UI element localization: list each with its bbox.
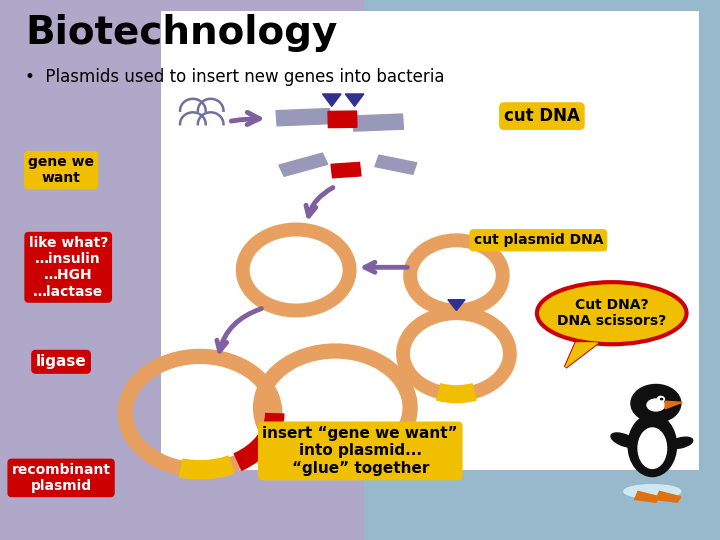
- Circle shape: [660, 397, 663, 401]
- Polygon shape: [328, 111, 357, 127]
- Bar: [8, 0, 364, 540]
- Polygon shape: [375, 155, 417, 174]
- Ellipse shape: [537, 282, 686, 345]
- Polygon shape: [323, 94, 341, 106]
- Polygon shape: [346, 94, 364, 106]
- Text: recombinant
plasmid: recombinant plasmid: [12, 463, 111, 493]
- Polygon shape: [279, 153, 328, 176]
- Polygon shape: [656, 491, 681, 502]
- Text: Cut DNA?
DNA scissors?: Cut DNA? DNA scissors?: [557, 298, 666, 328]
- Circle shape: [657, 396, 665, 402]
- Text: cut plasmid DNA: cut plasmid DNA: [474, 233, 603, 247]
- Ellipse shape: [611, 433, 636, 447]
- Ellipse shape: [647, 399, 665, 411]
- Text: gene we
want: gene we want: [28, 155, 94, 185]
- Ellipse shape: [669, 437, 693, 448]
- Polygon shape: [565, 343, 598, 367]
- Text: insert “gene we want”
into plasmid...
“glue” together: insert “gene we want” into plasmid... “g…: [263, 426, 458, 476]
- Polygon shape: [634, 491, 660, 502]
- Polygon shape: [665, 401, 683, 409]
- Text: like what?
…insulin
…HGH
…lactase: like what? …insulin …HGH …lactase: [29, 236, 108, 299]
- Ellipse shape: [628, 415, 677, 477]
- Ellipse shape: [624, 485, 681, 498]
- Text: ligase: ligase: [36, 354, 86, 369]
- Bar: [364, 0, 720, 540]
- Circle shape: [631, 384, 681, 422]
- FancyBboxPatch shape: [161, 11, 698, 470]
- Ellipse shape: [638, 428, 667, 468]
- Text: cut DNA: cut DNA: [504, 107, 580, 125]
- Polygon shape: [331, 163, 361, 178]
- Text: •  Plasmids used to insert new genes into bacteria: • Plasmids used to insert new genes into…: [25, 68, 445, 85]
- Polygon shape: [353, 114, 403, 131]
- Polygon shape: [276, 109, 330, 126]
- Text: Biotechnology: Biotechnology: [25, 14, 338, 51]
- Polygon shape: [448, 300, 465, 310]
